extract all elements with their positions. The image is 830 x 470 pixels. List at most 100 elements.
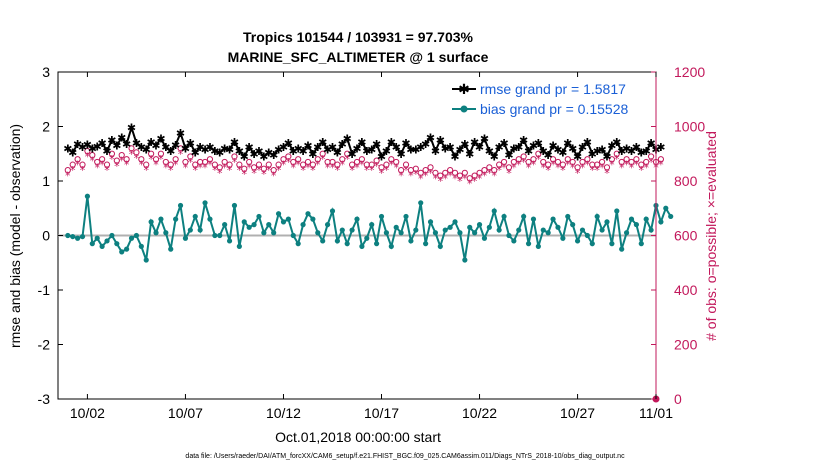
rmse-point: ✱ (220, 142, 229, 155)
rmse-point: ✱ (544, 149, 553, 162)
obs-evaluated-point: * (227, 164, 233, 177)
rmse-point: ✱ (519, 134, 528, 147)
obs-possible-point (157, 150, 165, 157)
obs-evaluated-point: * (393, 161, 399, 174)
obs-possible-point (520, 153, 527, 160)
rmse-point: ✱ (568, 142, 577, 155)
obs-evaluated-point: * (545, 164, 551, 177)
legend-rmse-label: rmse grand pr = 1.5817 (480, 81, 626, 97)
obs-evaluated-point: * (70, 164, 76, 177)
bias-point (369, 222, 375, 228)
rmse-point: ✱ (215, 147, 224, 160)
rmse-point: ✱ (465, 148, 474, 161)
rmse-point: ✱ (308, 148, 317, 161)
obs-possible-point (451, 169, 459, 176)
rmse-point: ✱ (563, 137, 572, 150)
obs-possible-point (515, 156, 522, 163)
obs-possible-point (99, 156, 106, 163)
obs-possible-point (657, 156, 665, 163)
obs-evaluated-point: * (310, 164, 316, 177)
obs-evaluated-point: * (315, 159, 321, 172)
rmse-point: ✱ (622, 142, 631, 155)
obs-possible-point (358, 156, 366, 163)
bias-point (285, 216, 291, 222)
bias-point (251, 222, 257, 228)
obs-possible-point (535, 150, 542, 157)
obs-possible-point (427, 164, 434, 171)
rmse-point: ✱ (490, 150, 499, 163)
bias-point (663, 205, 669, 211)
bias-point (148, 219, 154, 225)
rmse-point: ✱ (127, 122, 136, 135)
rmse-point: ✱ (450, 150, 459, 163)
obs-evaluated-point: * (340, 159, 346, 172)
bias-point (427, 219, 434, 225)
obs-evaluated-point: * (516, 159, 522, 172)
obs-evaluated-point: * (276, 164, 282, 177)
obs-evaluated-point: * (452, 172, 458, 185)
rmse-point: ✱ (161, 141, 170, 154)
obs-evaluated-point: * (511, 161, 517, 174)
bias-point (79, 233, 86, 240)
bias-point (99, 243, 105, 249)
obs-possible-point (348, 161, 356, 168)
obs-evaluated-point: * (271, 170, 277, 183)
bias-point (344, 241, 350, 247)
bias-point (119, 249, 125, 255)
obs-possible-point (510, 158, 517, 166)
rmse-point: ✱ (382, 145, 391, 158)
obs-evaluated-point: * (354, 161, 360, 174)
bias-point (222, 222, 228, 228)
obs-possible-point (118, 152, 125, 159)
obs-possible-point (275, 161, 282, 168)
rmse-point: ✱ (269, 149, 278, 162)
rmse-series-line (67, 124, 662, 159)
obs-possible-point (564, 156, 571, 163)
obs-possible-point (255, 161, 263, 168)
obs-possible-point (260, 165, 267, 172)
rmse-point: ✱ (137, 141, 146, 154)
rmse-point: ✱ (230, 136, 239, 149)
bias-point (462, 257, 468, 263)
bias-point (280, 219, 287, 225)
bias-point (560, 235, 566, 241)
rmse-point: ✱ (588, 148, 597, 161)
rmse-point: ✱ (347, 148, 356, 161)
obs-evaluated-point: * (423, 170, 429, 183)
rmse-point: ✱ (524, 145, 533, 158)
bias-point (658, 219, 664, 225)
y2-tick-label: 400 (674, 282, 698, 298)
rmse-point: ✱ (509, 142, 518, 155)
bias-point (584, 232, 590, 239)
rmse-point: ✱ (142, 143, 151, 156)
obs-possible-point (339, 156, 346, 163)
bias-point (516, 227, 522, 233)
obs-evaluated-point: * (506, 167, 512, 180)
rmse-point: ✱ (612, 136, 621, 149)
obs-possible-point (569, 158, 576, 166)
rmse-point: ✱ (642, 145, 651, 158)
rmse-point: ✱ (504, 149, 513, 162)
rmse-point: ✱ (646, 137, 655, 150)
obs-evaluated-point: * (462, 172, 468, 185)
obs-possible-point (373, 157, 380, 164)
obs-evaluated-point: * (281, 159, 287, 172)
bias-point (177, 202, 184, 209)
rmse-point: ✱ (225, 143, 234, 156)
rmse-point: ✱ (362, 145, 371, 158)
bias-point (202, 200, 208, 206)
bias-point (182, 235, 189, 241)
bias-point (437, 243, 443, 249)
obs-evaluated-point: * (109, 153, 115, 166)
bias-point (329, 208, 336, 214)
rmse-point: ✱ (436, 134, 445, 147)
obs-evaluated-point: * (99, 159, 105, 172)
obs-possible-point (177, 145, 184, 152)
rmse-point: ✱ (607, 140, 616, 153)
bias-point (565, 213, 571, 220)
obs-evaluated-point: * (286, 156, 292, 169)
bias-point (599, 227, 605, 233)
obs-evaluated-point: * (173, 159, 179, 172)
obs-evaluated-point: * (477, 172, 483, 185)
bias-point (173, 216, 179, 222)
